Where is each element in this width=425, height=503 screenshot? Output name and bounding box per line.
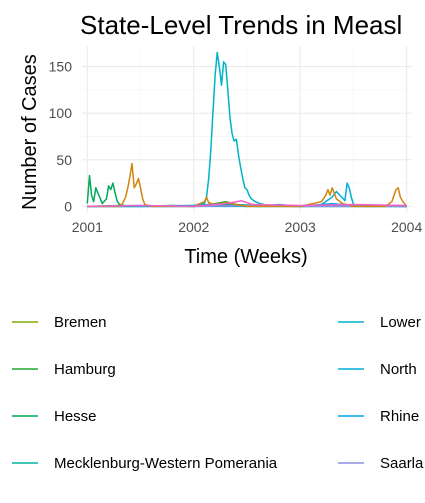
legend-label: Rhine xyxy=(380,408,419,425)
legend-label: North xyxy=(380,361,417,378)
y-tick-labels: 0 50 100 150 xyxy=(49,59,73,215)
x-tick-labels: 2001 2002 2003 2004 xyxy=(72,219,423,235)
y-tick-label: 0 xyxy=(64,198,72,214)
legend-label: Mecklenburg-Western Pomerania xyxy=(54,455,278,472)
legend-label: Hamburg xyxy=(54,361,116,378)
series-line-unnamed-9 xyxy=(87,200,407,208)
x-tick-label: 2004 xyxy=(391,219,422,235)
legend-label: Saarla xyxy=(380,455,424,472)
x-tick-label: 2002 xyxy=(178,219,209,235)
y-tick-label: 50 xyxy=(56,152,72,168)
legend-label: Lower xyxy=(380,314,421,331)
legend-label: Bremen xyxy=(54,314,107,331)
y-tick-label: 100 xyxy=(49,105,73,121)
x-axis-title: Time (Weeks) xyxy=(184,246,307,268)
series-line-lower xyxy=(87,51,407,208)
series-lines xyxy=(86,51,408,208)
legend: Bremen Hamburg Hesse Mecklenburg-Western Po… xyxy=(12,314,424,472)
chart-title: State-Level Trends in Measl xyxy=(80,10,402,40)
legend-label: Hesse xyxy=(54,408,97,425)
grid xyxy=(82,46,412,212)
x-tick-label: 2001 xyxy=(72,219,103,235)
y-axis-title: Number of Cases xyxy=(19,54,41,210)
x-tick-label: 2003 xyxy=(285,219,316,235)
y-tick-label: 150 xyxy=(49,59,73,75)
